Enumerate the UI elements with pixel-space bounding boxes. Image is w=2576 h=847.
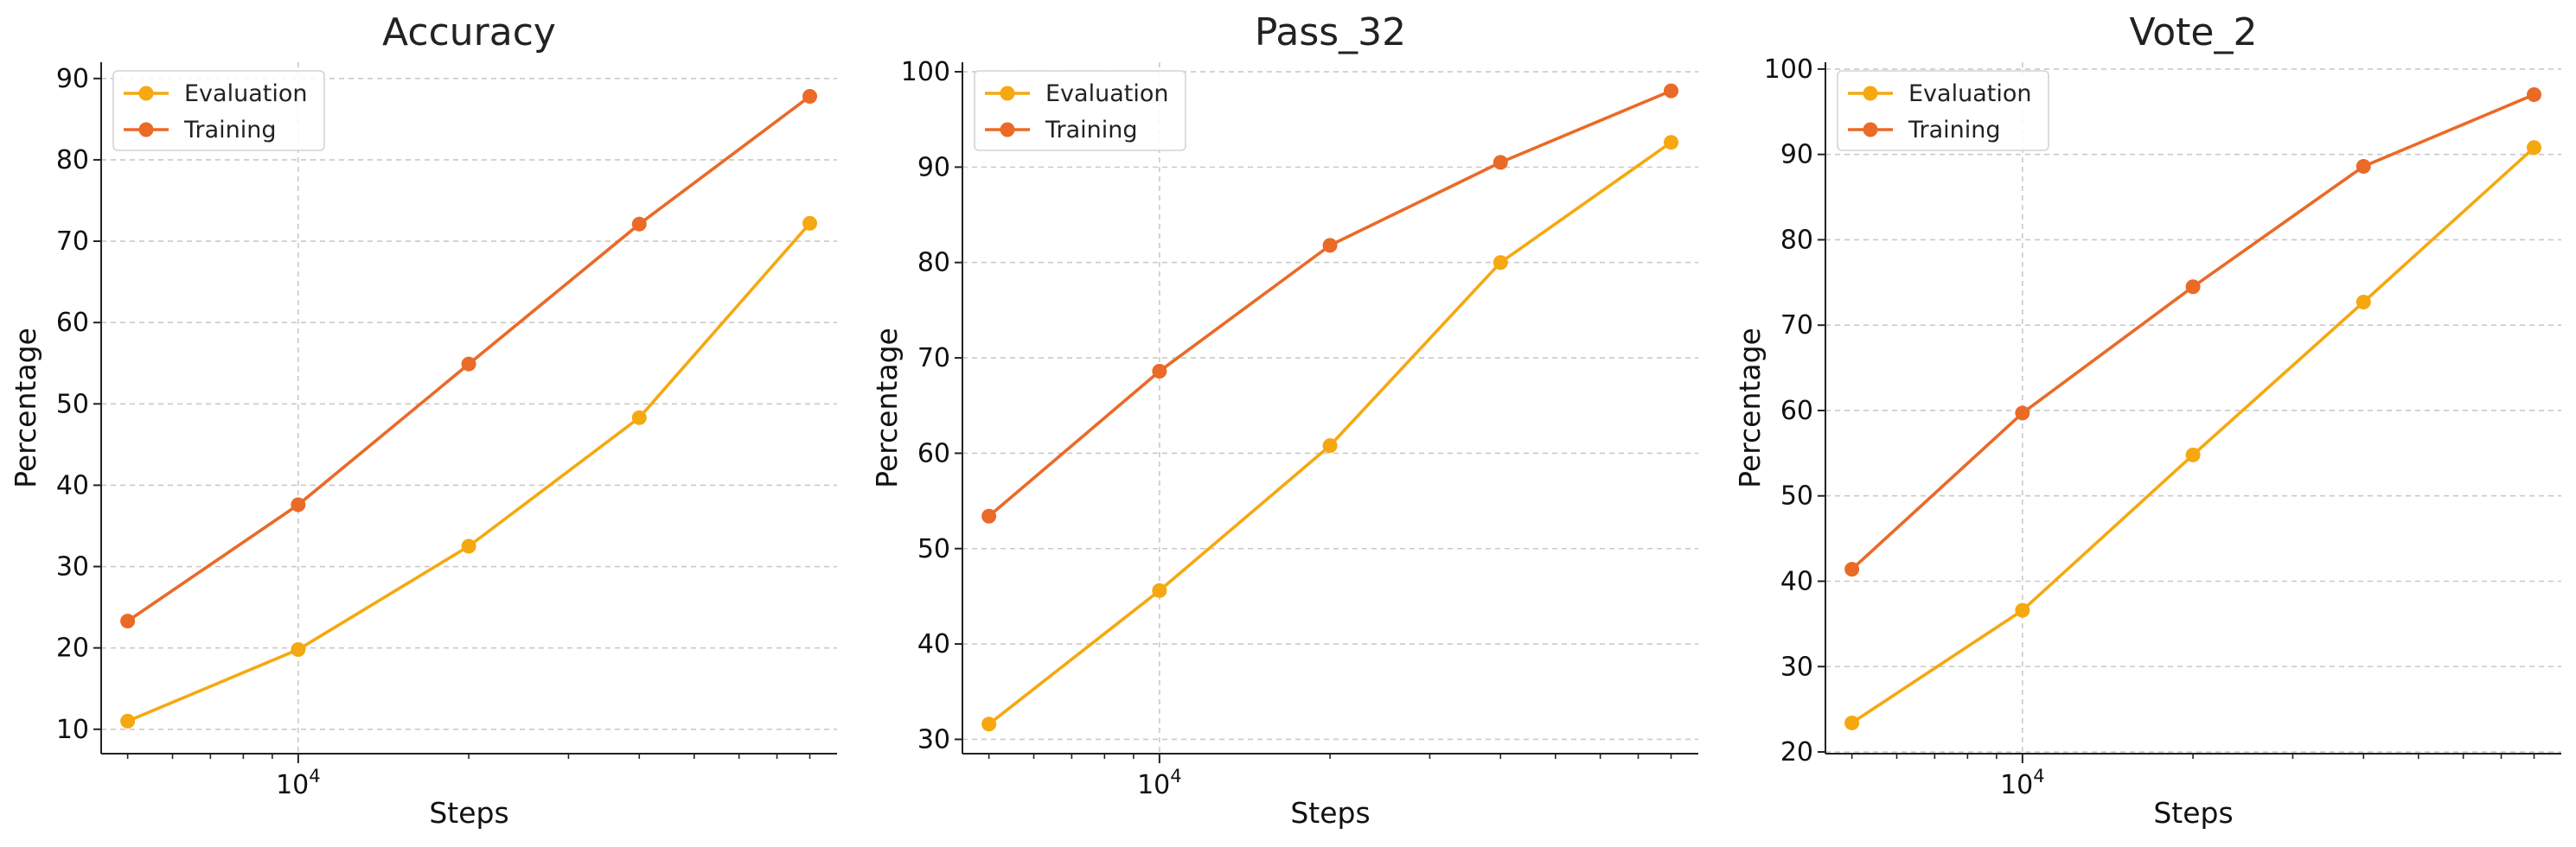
y-tick-label: 30 xyxy=(917,724,950,755)
x-axis-label: Steps xyxy=(429,796,508,830)
y-tick-label: 60 xyxy=(917,438,950,468)
data-point-evaluation xyxy=(981,716,997,732)
data-point-evaluation xyxy=(1322,438,1338,454)
data-point-evaluation xyxy=(291,642,306,658)
x-tick-label: 104 xyxy=(276,766,321,800)
y-tick-label: 10 xyxy=(56,715,89,745)
legend-marker-training xyxy=(1000,122,1015,137)
data-point-training xyxy=(1664,83,1679,99)
data-point-training xyxy=(802,89,818,105)
legend-label-evaluation: Evaluation xyxy=(1908,80,2031,107)
data-point-evaluation xyxy=(2527,140,2542,156)
legend-marker-evaluation xyxy=(1000,86,1015,101)
legend-label-evaluation: Evaluation xyxy=(184,80,307,107)
data-point-training xyxy=(291,497,306,513)
y-tick-label: 30 xyxy=(1780,652,1813,682)
y-tick-label: 90 xyxy=(56,64,89,94)
y-tick-label: 20 xyxy=(1780,737,1813,767)
data-point-training xyxy=(461,356,476,372)
series-line-evaluation xyxy=(1851,146,2535,724)
data-point-training xyxy=(2185,279,2201,295)
y-tick-label: 70 xyxy=(917,343,950,373)
y-axis-label: Percentage xyxy=(9,328,42,488)
y-tick-label: 20 xyxy=(56,634,89,664)
data-point-training xyxy=(2015,405,2030,421)
y-tick-label: 80 xyxy=(1780,225,1813,255)
legend-label-training: Training xyxy=(1908,117,2001,143)
x-tick-label: 104 xyxy=(2000,766,2045,800)
y-tick-label: 40 xyxy=(1780,566,1813,596)
data-point-training xyxy=(1322,238,1338,253)
data-point-training xyxy=(1844,562,1860,577)
data-point-evaluation xyxy=(1152,583,1167,598)
data-point-training xyxy=(1152,364,1167,379)
data-point-evaluation xyxy=(461,538,476,554)
y-tick-label: 80 xyxy=(917,248,950,278)
series-line-training xyxy=(1851,92,2535,571)
y-tick-label: 70 xyxy=(56,226,89,257)
series-line-evaluation xyxy=(126,222,811,723)
data-point-evaluation xyxy=(2355,295,2371,310)
y-tick-label: 90 xyxy=(1780,140,1813,170)
data-point-evaluation xyxy=(802,215,818,231)
data-point-training xyxy=(981,508,997,524)
y-tick-label: 50 xyxy=(56,389,89,419)
y-tick-label: 100 xyxy=(1764,54,1813,85)
y-tick-label: 40 xyxy=(917,629,950,659)
y-tick-label: 60 xyxy=(1780,396,1813,426)
y-tick-label: 80 xyxy=(56,145,89,175)
data-point-evaluation xyxy=(631,410,647,425)
data-point-training xyxy=(120,614,136,629)
series-line-evaluation xyxy=(988,141,1672,726)
chart-title: Vote_2 xyxy=(2130,10,2258,54)
legend-marker-training xyxy=(1863,122,1878,137)
legend-label-training: Training xyxy=(1045,117,1138,143)
chart-panel-2: 30 40 50 60 70 80 90 100 104 Pass_32 Steps Percenta… xyxy=(870,10,1698,830)
x-tick-label: 104 xyxy=(1137,766,1182,800)
y-tick-label: 100 xyxy=(901,57,950,87)
chart-panel-3: 20 30 40 50 60 70 80 90 100 104 Vote_2 Steps Percent… xyxy=(1733,10,2561,830)
legend-marker-training xyxy=(138,122,154,137)
data-point-evaluation xyxy=(1844,715,1860,730)
y-tick-label: 50 xyxy=(917,534,950,564)
x-axis-label: Steps xyxy=(1290,796,1370,830)
chart-panel-1: 10 20 30 40 50 60 70 80 90 104 Accuracy Steps Percen… xyxy=(9,10,837,830)
data-point-evaluation xyxy=(2015,602,2030,618)
y-tick-label: 40 xyxy=(56,470,89,500)
y-tick-label: 50 xyxy=(1780,481,1813,512)
data-point-training xyxy=(631,216,647,232)
y-tick-label: 90 xyxy=(917,152,950,182)
data-point-training xyxy=(2355,158,2371,174)
legend-label-training: Training xyxy=(183,117,277,143)
y-axis-label: Percentage xyxy=(870,328,904,488)
legend-label-evaluation: Evaluation xyxy=(1045,80,1168,107)
y-tick-label: 30 xyxy=(56,552,89,583)
data-point-evaluation xyxy=(2185,447,2201,462)
data-point-evaluation xyxy=(1493,255,1508,271)
legend-marker-evaluation xyxy=(1863,86,1878,101)
data-point-training xyxy=(2527,87,2542,103)
data-point-evaluation xyxy=(120,713,136,729)
data-point-training xyxy=(1493,155,1508,170)
chart-title: Accuracy xyxy=(382,10,556,54)
chart-title: Pass_32 xyxy=(1255,10,1406,54)
x-axis-label: Steps xyxy=(2153,796,2233,830)
y-axis-label: Percentage xyxy=(1733,328,1767,488)
data-point-evaluation xyxy=(1664,135,1679,150)
y-tick-label: 70 xyxy=(1780,310,1813,341)
legend-marker-evaluation xyxy=(138,86,154,101)
y-tick-label: 60 xyxy=(56,308,89,338)
